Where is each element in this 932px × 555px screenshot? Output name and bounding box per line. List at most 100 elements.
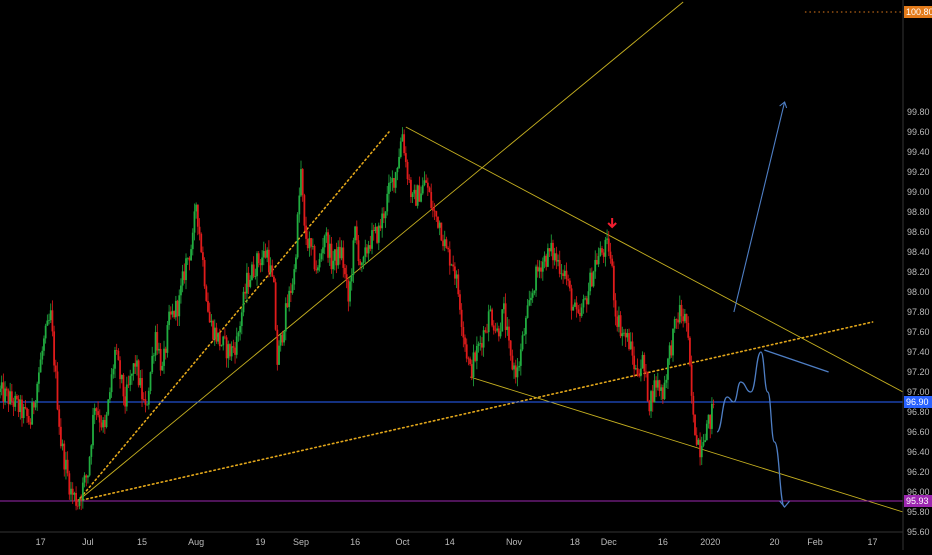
trendline-0[interactable] — [76, 131, 390, 502]
candle — [31, 397, 34, 425]
candle — [545, 253, 548, 271]
candle — [618, 306, 620, 333]
candle — [24, 399, 27, 410]
candle — [154, 325, 157, 362]
projection-curve[interactable] — [716, 351, 786, 508]
y-tick-label: 97.40 — [907, 347, 930, 357]
candle — [259, 259, 262, 273]
candle — [311, 238, 314, 250]
candle — [237, 331, 240, 342]
candle — [403, 129, 406, 156]
y-tick-label: 97.00 — [907, 387, 930, 397]
candle — [678, 295, 681, 325]
candle — [63, 440, 66, 477]
candle — [327, 229, 329, 263]
y-tick-label: 96.60 — [907, 427, 930, 437]
candle — [29, 418, 32, 429]
candle — [152, 352, 155, 364]
candle — [645, 364, 647, 378]
candle — [641, 351, 644, 369]
candle — [590, 267, 593, 288]
candle — [92, 407, 94, 449]
candle — [377, 222, 380, 251]
candle — [210, 314, 213, 327]
y-tick-label: 96.00 — [907, 487, 930, 497]
candle — [137, 359, 140, 388]
x-axis[interactable]: 17 Jul 15 Aug 19 Sep 16 Oct 14 Nov 18 Dec 16 2020 20 Fe… — [0, 531, 903, 547]
candle — [431, 200, 434, 218]
candle — [634, 364, 637, 371]
candle — [599, 241, 602, 257]
trendline-3[interactable] — [405, 126, 904, 393]
candle — [159, 343, 162, 376]
candle — [342, 240, 345, 278]
candle — [592, 270, 595, 288]
x-tick-label: 16 — [350, 537, 360, 547]
candle — [709, 414, 712, 439]
candle — [469, 356, 472, 366]
candle — [367, 240, 370, 262]
candle — [200, 232, 203, 254]
candle — [289, 282, 292, 303]
candle — [582, 294, 585, 314]
candle — [656, 372, 659, 391]
candle — [171, 303, 174, 318]
candle — [112, 364, 115, 379]
candle — [87, 475, 89, 484]
candle — [313, 244, 316, 272]
candle — [330, 237, 333, 274]
candle — [102, 417, 105, 433]
candle — [100, 415, 103, 431]
candle — [398, 148, 400, 170]
candle — [149, 371, 152, 395]
candle — [525, 315, 527, 345]
candle — [668, 342, 671, 365]
candle — [685, 313, 688, 332]
candle — [115, 343, 118, 355]
candle — [73, 491, 76, 501]
candle — [455, 270, 458, 289]
candle — [41, 346, 44, 365]
candle — [575, 296, 578, 318]
candle — [68, 470, 71, 500]
trendline-2[interactable] — [77, 1, 684, 502]
candle — [12, 397, 15, 417]
candle — [142, 392, 145, 402]
candle — [0, 385, 1, 399]
candle — [322, 237, 324, 261]
candle — [274, 278, 277, 331]
projection-arrowhead-down — [779, 500, 791, 508]
candle — [374, 223, 377, 234]
candle — [34, 400, 37, 411]
candle — [506, 317, 509, 336]
trendline-4[interactable] — [469, 376, 904, 513]
y-tick-label: 96.40 — [907, 447, 930, 457]
candle — [460, 303, 463, 336]
y-axis[interactable]: 95.60 95.80 96.00 96.20 96.40 96.60 96.80 97.00… — [902, 0, 932, 550]
candle — [462, 321, 465, 348]
candle — [283, 330, 285, 346]
trendline-1[interactable] — [76, 321, 874, 502]
candle — [366, 243, 368, 258]
candle — [697, 437, 700, 445]
candle — [195, 202, 198, 219]
candle — [215, 322, 218, 344]
candle — [443, 230, 446, 252]
candle — [146, 403, 149, 406]
x-tick-label: Nov — [506, 537, 523, 547]
candle — [415, 184, 417, 207]
candles-layer — [0, 127, 715, 511]
candle — [391, 170, 394, 191]
projection-up-line[interactable] — [733, 101, 786, 313]
candle — [501, 309, 504, 332]
x-tick-label: 19 — [255, 537, 265, 547]
candle — [125, 376, 128, 412]
candle — [382, 207, 385, 224]
candle — [225, 335, 228, 368]
candle — [428, 186, 431, 193]
projection-short-line[interactable] — [764, 349, 829, 373]
y-tick-label: 98.40 — [907, 247, 930, 257]
candle — [124, 386, 127, 414]
